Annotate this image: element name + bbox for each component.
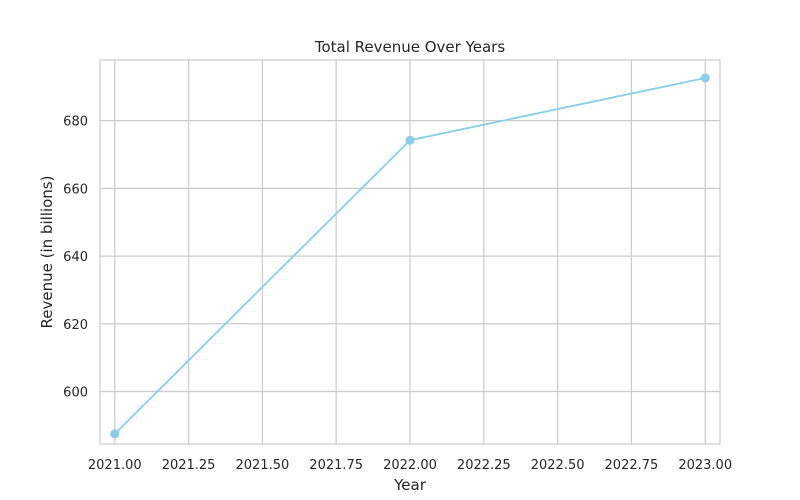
x-tick-label: 2023.00	[678, 458, 732, 473]
x-axis-title: Year	[393, 476, 427, 494]
x-tick-label: 2022.25	[457, 458, 511, 473]
series	[110, 73, 710, 439]
x-tick-label: 2021.75	[309, 458, 363, 473]
y-tick-label: 640	[63, 250, 88, 265]
x-tick-label: 2022.50	[531, 458, 585, 473]
x-tick-label: 2022.00	[383, 458, 437, 473]
data-point	[405, 135, 415, 145]
x-tick-label: 2021.25	[162, 458, 216, 473]
y-axis-ticks: 600 620 640 660 680	[63, 115, 88, 401]
plot-area-frame	[99, 59, 721, 445]
y-tick-label: 620	[63, 318, 88, 333]
x-tick-label: 2022.75	[605, 458, 659, 473]
x-tick-label: 2021.00	[88, 458, 142, 473]
data-point	[700, 73, 710, 83]
grid	[100, 60, 720, 444]
y-tick-label: 660	[63, 182, 88, 197]
y-tick-label: 680	[63, 115, 88, 130]
x-axis-ticks: 2021.00 2021.25 2021.50 2021.75 2022.00 2022.…	[88, 458, 732, 473]
x-tick-label: 2021.50	[235, 458, 289, 473]
y-tick-label: 600	[63, 386, 88, 401]
data-point	[110, 429, 120, 439]
chart-title: Total Revenue Over Years	[314, 38, 505, 56]
y-axis-title: Revenue (in billions)	[38, 176, 56, 329]
